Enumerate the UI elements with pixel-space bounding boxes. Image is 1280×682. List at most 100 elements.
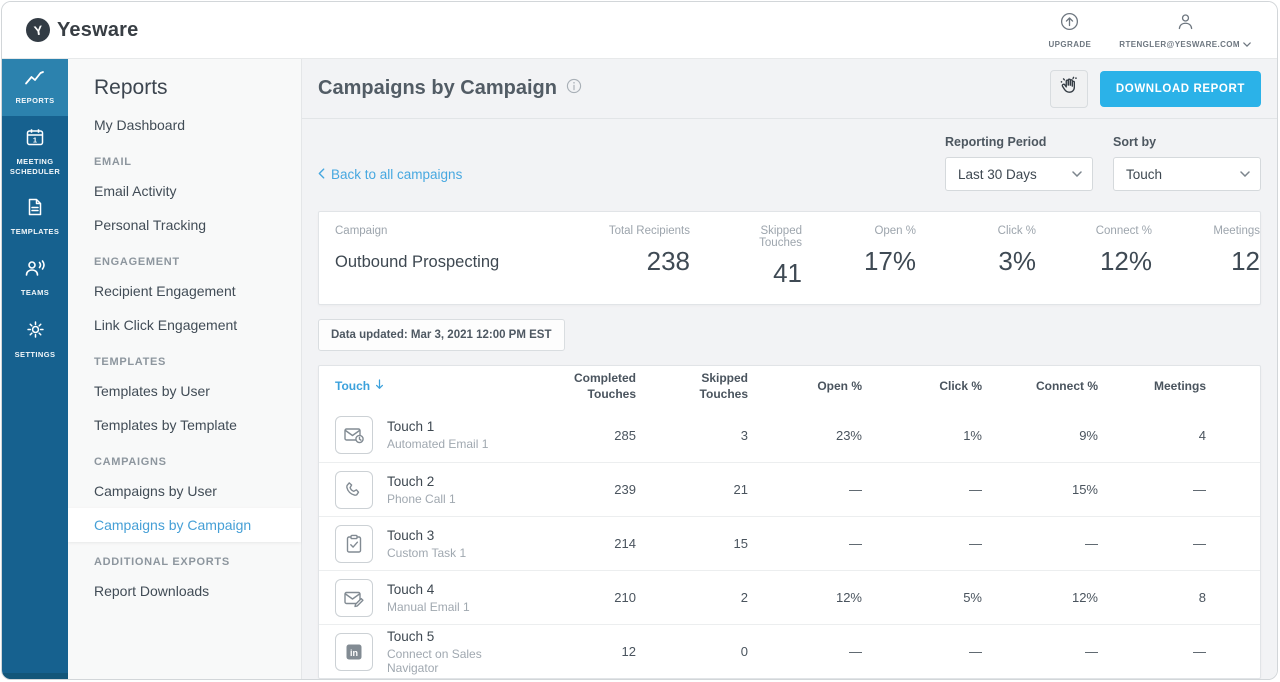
sidebar-item-report-downloads[interactable]: Report Downloads (94, 583, 210, 599)
completed-touches-value: 285 (614, 427, 636, 443)
reporting-period-select[interactable]: Last 30 Days (945, 157, 1093, 191)
custom-task-icon (335, 524, 373, 563)
table-row[interactable]: Touch 3 Custom Task 1 214 15 — — — — (319, 516, 1260, 570)
touch-subtitle: Custom Task 1 (387, 545, 467, 560)
column-header-completed-touches[interactable]: Completed Touches (573, 371, 636, 401)
table-row[interactable]: in Touch 5 Connect on Sales Navigator 12… (319, 624, 1260, 678)
summary-skipped-touches-label: Skipped Touches (759, 225, 802, 249)
people-icon (23, 258, 47, 283)
completed-touches-value: 210 (614, 590, 636, 605)
open-pct-value: — (849, 482, 862, 497)
meetings-value: — (1193, 536, 1206, 551)
sidebar-item-templates-by-template[interactable]: Templates by Template (94, 417, 237, 433)
completed-touches-value: 12 (621, 644, 636, 659)
touch-title: Touch 3 (387, 527, 435, 543)
sidebar-item-templates-by-user[interactable]: Templates by User (94, 383, 210, 399)
column-header-meetings[interactable]: Meetings (1153, 379, 1206, 394)
connect-pct-value: — (1085, 644, 1098, 659)
wave-hand-button[interactable] (1049, 69, 1088, 108)
table-row[interactable]: Touch 4 Manual Email 1 210 2 12% 5% 12% … (319, 570, 1260, 624)
automated-email-icon (335, 416, 373, 454)
sidebar-item-email-activity[interactable]: Email Activity (94, 183, 177, 199)
upgrade-button[interactable]: UPGRADE (1048, 11, 1091, 49)
rail-item-meeting-scheduler[interactable]: 1 MEETING SCHEDULER (2, 116, 68, 187)
info-icon[interactable] (566, 78, 582, 99)
main-header: Campaigns by Campaign (302, 59, 1277, 119)
sidebar-section-additional-exports: ADDITIONAL EXPORTS (94, 556, 230, 568)
table-row[interactable]: Touch 2 Phone Call 1 239 21 — — 15% — (319, 462, 1260, 516)
meetings-value: — (1193, 482, 1206, 497)
rail-item-teams[interactable]: TEAMS (2, 247, 68, 308)
click-pct-value: — (969, 536, 982, 551)
rail-footer-strip (2, 673, 68, 679)
summary-click-label: Click % (997, 225, 1036, 237)
completed-touches-value: 214 (614, 536, 636, 551)
account-email: RTENGLER@YESWARE.COM (1119, 40, 1240, 49)
touch-title: Touch 1 (387, 419, 435, 434)
chevron-down-icon (1243, 42, 1251, 47)
summary-open-label: Open % (874, 225, 916, 237)
account-menu[interactable]: RTENGLER@YESWARE.COM (1119, 11, 1251, 49)
svg-text:1: 1 (33, 135, 37, 144)
sidebar-section-campaigns: CAMPAIGNS (94, 456, 167, 468)
summary-skipped-touches-value: 41 (773, 258, 802, 288)
chevron-down-icon (1240, 171, 1250, 177)
back-to-all-campaigns-link[interactable]: Back to all campaigns (318, 167, 462, 182)
linkedin-icon: in (335, 632, 373, 671)
column-header-click[interactable]: Click % (939, 379, 982, 394)
column-header-open[interactable]: Open % (817, 379, 862, 394)
click-pct-value: — (969, 482, 982, 497)
column-header-skipped-touches[interactable]: Skipped Touches (699, 371, 748, 401)
sort-by-label: Sort by (1113, 135, 1157, 149)
touch-subtitle: Manual Email 1 (387, 599, 470, 614)
manual-email-icon (335, 578, 373, 617)
sidebar-item-campaigns-by-campaign[interactable]: Campaigns by Campaign (68, 508, 301, 542)
data-updated-badge: Data updated: Mar 3, 2021 12:00 PM EST (318, 319, 565, 351)
summary-connect-value: 12% (1099, 246, 1152, 276)
summary-open-value: 17% (863, 246, 916, 276)
meetings-value: 8 (1198, 590, 1206, 605)
table-header-row: Touch Completed Touches Skipped Touches … (319, 366, 1260, 408)
gear-icon (25, 319, 46, 345)
touch-subtitle: Phone Call 1 (387, 491, 456, 506)
summary-click-value: 3% (998, 246, 1036, 276)
sidebar-item-campaigns-by-user[interactable]: Campaigns by User (94, 483, 217, 499)
click-pct-value: 5% (963, 590, 982, 605)
page-title: Campaigns by Campaign (318, 77, 557, 99)
open-pct-value: — (849, 536, 862, 551)
column-header-touch[interactable]: Touch (319, 379, 524, 395)
yesware-logo-icon: Y (26, 18, 50, 42)
icon-rail: REPORTS 1 MEETING SCHEDULER (2, 59, 68, 679)
summary-campaign-label: Campaign (335, 225, 388, 237)
touch-title: Touch 2 (387, 473, 435, 489)
click-pct-value: 1% (963, 427, 982, 443)
skipped-touches-value: 21 (733, 482, 748, 497)
sort-by-select[interactable]: Touch (1113, 157, 1261, 191)
column-header-connect[interactable]: Connect % (1035, 379, 1098, 394)
rail-item-settings[interactable]: SETTINGS (2, 308, 68, 370)
summary-meetings-label: Meetings (1213, 225, 1260, 237)
upgrade-label: UPGRADE (1048, 40, 1092, 49)
sidebar-item-link-click-engagement[interactable]: Link Click Engagement (94, 317, 238, 333)
sidebar-item-recipient-engagement[interactable]: Recipient Engagement (94, 283, 236, 299)
sidebar-item-personal-tracking[interactable]: Personal Tracking (94, 217, 207, 233)
upgrade-arrow-icon (1059, 11, 1080, 37)
reporting-period-label: Reporting Period (945, 135, 1047, 149)
rail-item-reports[interactable]: REPORTS (2, 59, 68, 116)
yesware-logo[interactable]: Y Yesware (26, 18, 138, 42)
summary-total-recipients-value: 238 (646, 246, 690, 276)
touch-title: Touch 4 (387, 581, 435, 597)
sidebar-title: Reports (94, 76, 168, 99)
connect-pct-value: 15% (1071, 482, 1098, 497)
click-pct-value: — (969, 644, 982, 659)
connect-pct-value: — (1085, 536, 1098, 551)
table-row[interactable]: Touch 1 Automated Email 1 285 3 23% 1% 9… (319, 408, 1260, 462)
topbar: Y Yesware UPGRADE RTENGLER@YES (2, 2, 1277, 59)
summary-campaign-value: Outbound Prospecting (335, 253, 500, 271)
sidebar-section-templates: TEMPLATES (94, 356, 167, 368)
sidebar-item-my-dashboard[interactable]: My Dashboard (94, 117, 186, 133)
rail-item-templates[interactable]: TEMPLATES (2, 186, 68, 247)
summary-connect-label: Connect % (1095, 225, 1152, 237)
download-report-button[interactable]: DOWNLOAD REPORT (1099, 70, 1261, 107)
